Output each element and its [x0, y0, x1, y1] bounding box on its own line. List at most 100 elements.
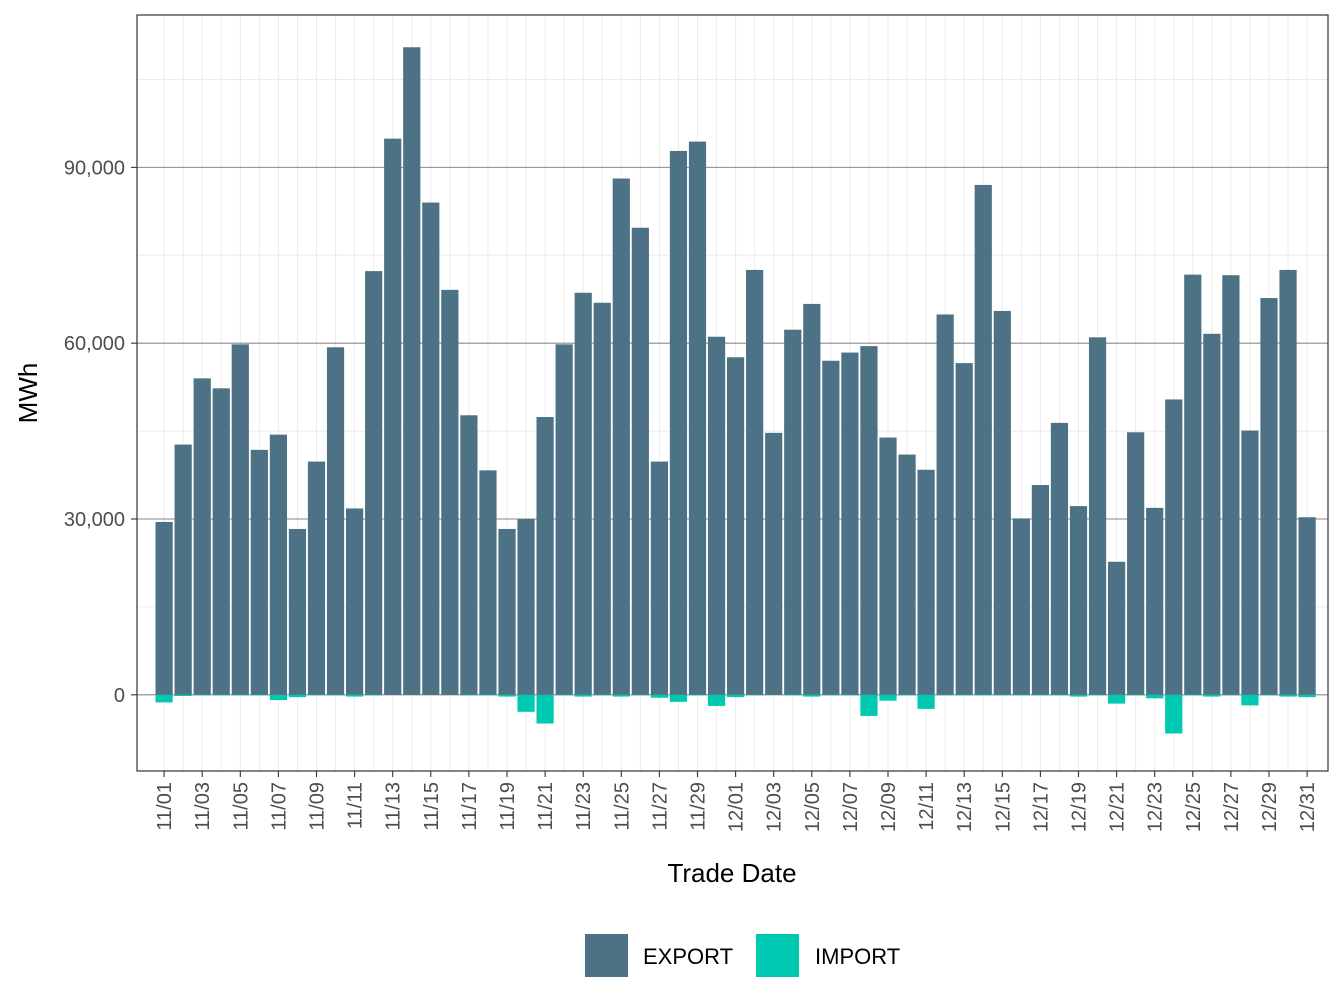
export-bar	[784, 329, 802, 695]
import-bars	[155, 694, 1316, 734]
import-bar	[917, 694, 935, 709]
import-bar	[879, 694, 897, 701]
export-bar	[746, 269, 764, 695]
import-bar	[174, 694, 192, 696]
import-bar	[669, 694, 688, 702]
export-bar	[1279, 269, 1297, 695]
export-bar	[536, 417, 554, 695]
export-bar	[269, 434, 287, 695]
import-bar	[536, 694, 554, 724]
export-bar	[860, 346, 878, 695]
import-bar	[612, 694, 630, 697]
import-bar	[1222, 694, 1240, 696]
x-tick-label: 11/09	[307, 782, 329, 831]
export-bar	[1069, 506, 1088, 695]
import-bar	[460, 694, 478, 696]
export-bar	[1184, 274, 1202, 695]
export-bar	[803, 303, 821, 695]
import-bar	[307, 694, 326, 696]
import-bar	[803, 694, 821, 697]
export-bar	[612, 178, 630, 695]
legend-swatch-export	[585, 934, 628, 977]
x-tick-label: 12/27	[1221, 782, 1243, 832]
export-bar	[669, 150, 688, 695]
import-bar	[1088, 694, 1107, 696]
x-tick-label: 12/29	[1259, 782, 1281, 832]
x-tick-label: 12/17	[1030, 782, 1052, 832]
import-bar	[784, 694, 802, 696]
export-bar	[1260, 298, 1278, 695]
legend-label-export: EXPORT	[643, 944, 733, 969]
export-bar	[403, 47, 421, 695]
import-bar	[555, 694, 573, 696]
x-tick-label: 11/15	[421, 782, 443, 831]
export-bar	[384, 138, 402, 695]
export-bar	[441, 289, 459, 695]
export-bar	[1146, 507, 1164, 695]
import-bar	[326, 694, 345, 696]
x-tick-label: 11/17	[459, 782, 481, 831]
export-bar	[1108, 561, 1126, 695]
import-bar	[498, 694, 516, 697]
import-bar	[212, 694, 230, 696]
export-bar	[841, 352, 859, 695]
export-bar	[917, 469, 935, 695]
x-tick-label: 11/01	[154, 782, 176, 831]
export-bar	[688, 141, 707, 695]
x-tick-label: 12/15	[992, 782, 1014, 832]
import-bar	[1279, 694, 1297, 697]
export-bar	[822, 360, 840, 695]
export-bar	[498, 528, 516, 695]
import-bar	[1241, 694, 1259, 706]
y-tick-label: 30,000	[64, 509, 125, 531]
export-bar	[212, 388, 230, 695]
export-bar	[727, 357, 745, 695]
export-bar	[879, 437, 897, 695]
y-axis-title: MWh	[13, 363, 43, 424]
x-tick-label: 11/23	[573, 782, 595, 831]
import-bar	[727, 694, 745, 698]
import-bar	[974, 694, 992, 696]
export-bar	[631, 227, 649, 695]
x-tick-label: 12/01	[726, 782, 748, 832]
import-bar	[650, 694, 668, 698]
x-tick-label: 12/23	[1145, 782, 1167, 832]
import-bar	[898, 694, 916, 696]
export-bar	[174, 444, 192, 695]
legend-label-import: IMPORT	[815, 944, 900, 969]
import-bar	[746, 694, 764, 696]
import-bar	[250, 694, 268, 696]
export-bar	[346, 508, 364, 695]
export-bar	[1012, 518, 1030, 695]
export-bar	[974, 184, 992, 695]
export-bar	[650, 461, 668, 695]
export-bar	[707, 336, 726, 695]
x-tick-label: 11/03	[192, 782, 214, 831]
x-tick-label: 12/09	[878, 782, 900, 832]
export-bar	[993, 310, 1011, 695]
export-bar	[326, 347, 345, 695]
x-tick-label: 11/05	[230, 782, 252, 831]
export-bar	[288, 528, 307, 695]
export-bar	[1088, 337, 1107, 695]
import-bar	[707, 694, 726, 706]
x-tick-label: 11/19	[497, 782, 519, 831]
export-bar	[1241, 430, 1259, 695]
import-bar	[1127, 694, 1145, 696]
export-bar	[765, 432, 783, 695]
export-bar	[574, 292, 592, 695]
export-bar	[479, 470, 497, 695]
import-bar	[1108, 694, 1126, 704]
panel-border	[136, 14, 1329, 772]
import-bar	[365, 694, 383, 696]
import-bar	[269, 694, 287, 701]
x-tick-label: 12/25	[1183, 782, 1205, 832]
x-tick-label: 11/21	[535, 782, 557, 831]
export-bar	[307, 461, 326, 695]
export-bar	[1222, 275, 1240, 695]
export-bar	[1127, 432, 1145, 695]
export-bar	[250, 449, 268, 695]
export-bars	[155, 47, 1316, 695]
import-bar	[574, 694, 592, 697]
